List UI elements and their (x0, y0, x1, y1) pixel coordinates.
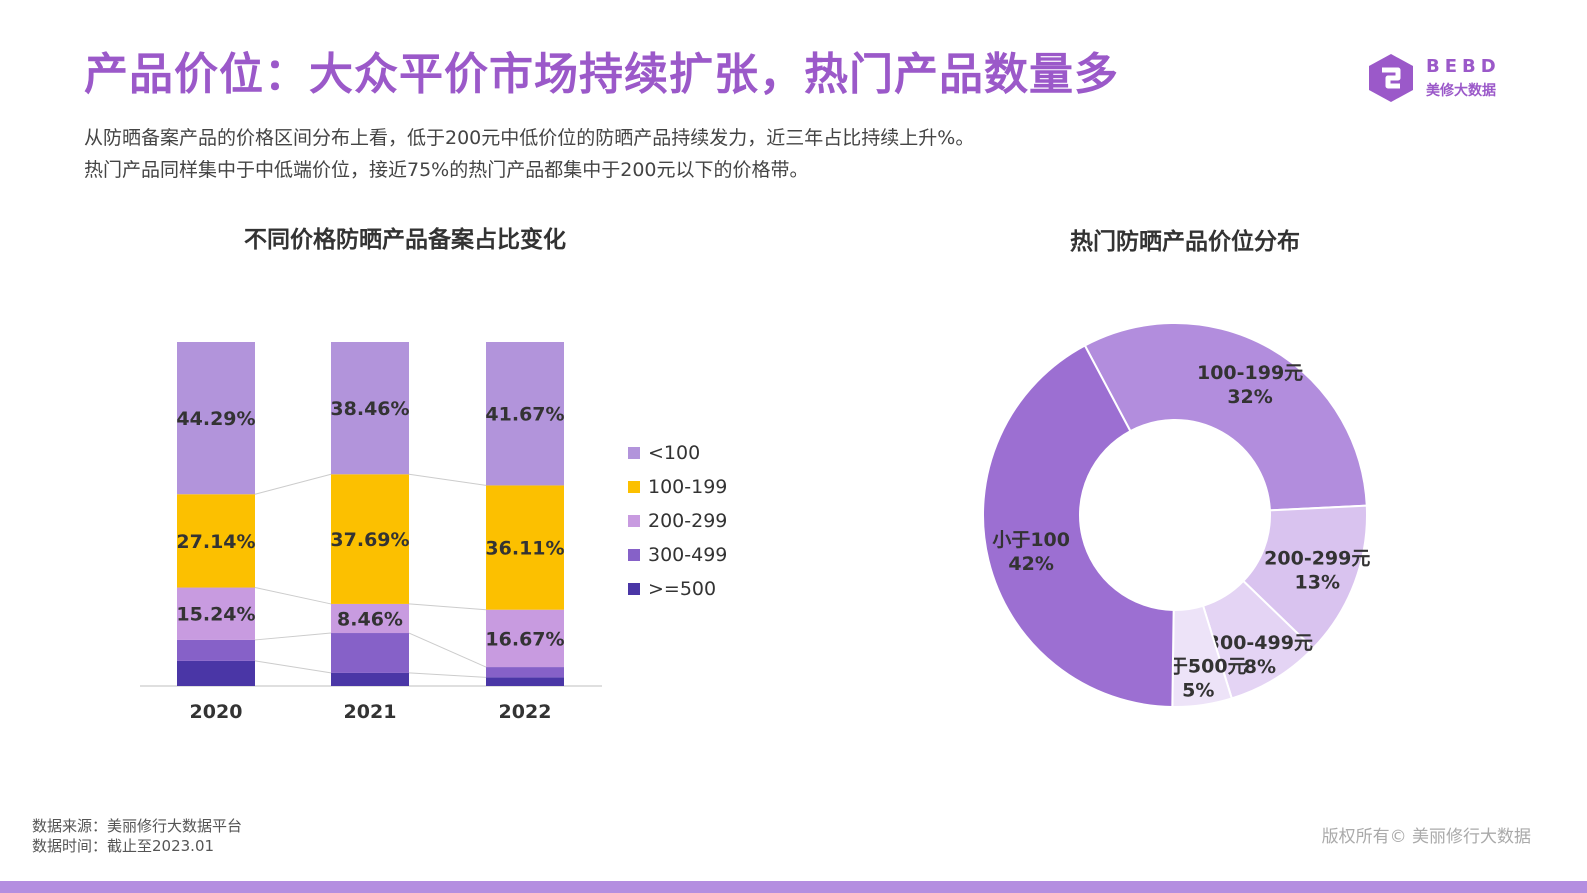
x-tick-label: 2022 (499, 701, 552, 723)
donut-slice-value: 8% (1244, 656, 1276, 678)
bar-data-label: 37.69% (330, 529, 409, 551)
bar-segment (331, 633, 409, 673)
logo-text-en: BEBD (1426, 56, 1501, 77)
legend-item: 300-499 (628, 538, 727, 572)
bar-segment (331, 603, 409, 634)
bar-segment (177, 660, 255, 686)
bar-data-label: 41.67% (485, 404, 564, 426)
donut-slice-value: 32% (1227, 386, 1272, 408)
bar-segment (486, 485, 564, 610)
bar-data-label: 38.46% (330, 398, 409, 420)
legend-label: <100 (648, 442, 701, 464)
bar-segment (177, 342, 255, 495)
donut-slice-label: 100-199元 (1197, 362, 1303, 384)
donut-chart-title: 热门防晒产品价位分布 (1070, 229, 1300, 255)
bar-connector-line (408, 632, 487, 668)
x-tick-label: 2020 (190, 701, 243, 723)
legend-item: <100 (628, 436, 727, 470)
bar-connector-line (254, 632, 332, 641)
legend-item: 100-199 (628, 470, 727, 504)
legend-swatch (628, 549, 640, 561)
legend-item: 200-299 (628, 504, 727, 538)
legend-label: >=500 (648, 578, 717, 600)
bar-connector-line (254, 587, 332, 605)
bar-segment (486, 609, 564, 668)
logo-text-cn: 美修大数据 (1426, 83, 1496, 99)
bar-data-label: 16.67% (485, 628, 564, 650)
bar-connector-line (408, 473, 487, 486)
donut-slice-label: 小于100 (992, 529, 1070, 551)
description-line: 从防晒备案产品的价格区间分布上看，低于200元中低价位的防晒产品持续发力，近三年… (84, 127, 975, 149)
bar-segment (331, 672, 409, 686)
legend-label: 200-299 (648, 510, 728, 532)
legend-label: 100-199 (648, 476, 728, 498)
footer-source: 数据来源：美丽修行大数据平台 数据时间：截止至2023.01 (32, 816, 242, 856)
bar-segment (486, 342, 564, 486)
legend-swatch (628, 515, 640, 527)
donut-slice-value: 42% (1008, 553, 1053, 575)
donut-slice-value: 5% (1182, 679, 1214, 701)
bar-chart-title: 不同价格防晒产品备案占比变化 (244, 227, 566, 253)
bar-segment (486, 667, 564, 678)
bar-connector-line (408, 672, 487, 678)
bar-chart: 15.24% 27.14% 44.29% 2020 8.46% 37.69% 38.46% 2… (140, 342, 602, 723)
bar-data-label: 27.14% (176, 531, 255, 553)
bar-data-label: 8.46% (337, 608, 403, 630)
legend-swatch (628, 447, 640, 459)
bar-connector-line (254, 473, 332, 495)
page-title: 产品价位：大众平价市场持续扩张，热门产品数量多 (84, 49, 1119, 100)
donut-slice (1083, 322, 1368, 512)
bar-segment (331, 474, 409, 604)
legend-item: >=500 (628, 572, 727, 606)
bar-segment (486, 677, 564, 686)
legend-swatch (628, 481, 640, 493)
description-line: 热门产品同样集中于中低端价位，接近75%的热门产品都集中于200元以下的价格带。 (84, 159, 809, 181)
donut-slice-label: 200-299元 (1264, 547, 1370, 569)
legend-label: 300-499 (648, 544, 728, 566)
bar-connector-line (254, 660, 332, 674)
bar-segment (177, 494, 255, 588)
bar-connector-line (408, 603, 487, 611)
bar-segment (177, 587, 255, 640)
donut-slice (981, 344, 1175, 708)
bar-data-label: 36.11% (485, 538, 564, 560)
bar-segment (331, 342, 409, 475)
legend-swatch (628, 583, 640, 595)
bar-segment (177, 639, 255, 661)
footer-date-text: 数据时间：截止至2023.01 (32, 837, 215, 855)
description: 从防晒备案产品的价格区间分布上看，低于200元中低价位的防晒产品持续发力，近三年… (84, 122, 974, 186)
bar-chart-legend: <100 100-199 200-299 300-499 >=500 (628, 436, 727, 606)
donut-slice-value: 13% (1295, 571, 1340, 593)
donut-slice-label: 大于500元 (1150, 654, 1247, 677)
bar-data-label: 15.24% (176, 604, 255, 626)
logo-hexagon-icon (1369, 54, 1413, 102)
x-tick-label: 2021 (344, 701, 397, 723)
donut-slice-label: 300-499元 (1207, 632, 1313, 654)
bar-data-label: 44.29% (176, 408, 255, 430)
footer-source-text: 数据来源：美丽修行大数据平台 (32, 817, 243, 835)
brand-logo: BEBD 美修大数据 (1366, 52, 1526, 104)
bottom-accent-band (0, 881, 1587, 893)
copyright-text: 版权所有© 美丽修行大数据 (1321, 827, 1531, 847)
